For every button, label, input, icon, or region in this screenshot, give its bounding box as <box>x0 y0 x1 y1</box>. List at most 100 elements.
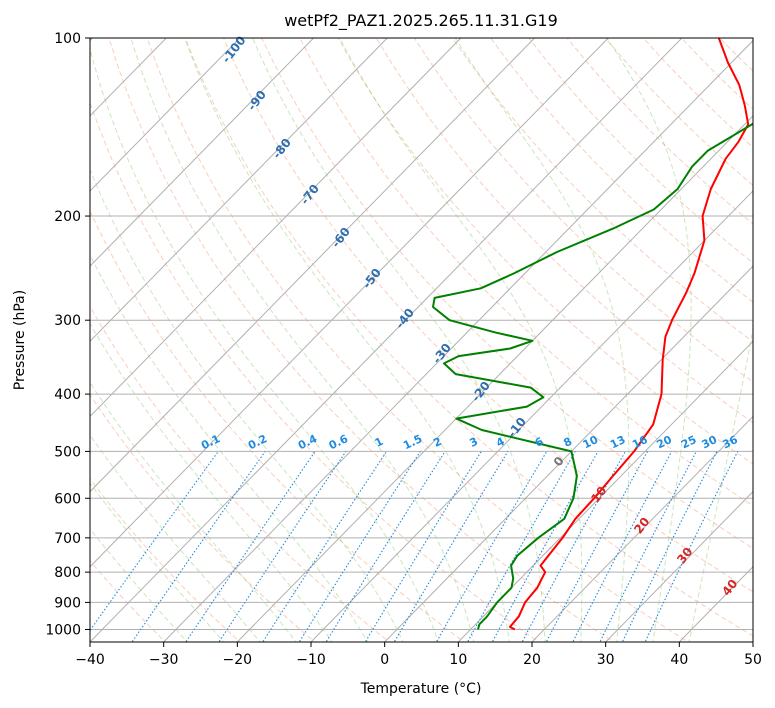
profiles <box>432 38 753 631</box>
y-tick-label: 400 <box>54 387 81 403</box>
isotherm-gridline <box>752 641 753 642</box>
y-axis-label: Pressure (hPa) <box>12 290 28 390</box>
mixing-ratio-label: 6 <box>533 435 546 450</box>
isotherm-gridline <box>90 38 609 568</box>
isotherm-gridline <box>90 38 462 418</box>
mixing-ratio-line <box>325 451 446 642</box>
dry-adiabat <box>90 393 316 642</box>
mixing-ratio-label: 3 <box>467 435 480 450</box>
x-axis-ticks: −40 −30 −20 −10 0 10 20 30 40 50 <box>75 642 762 668</box>
mixing-ratio-line <box>621 451 718 642</box>
mixing-ratio-lines <box>90 451 739 642</box>
y-tick-label: 600 <box>54 491 81 507</box>
moist-adiabat <box>90 482 225 642</box>
mixing-ratio-line <box>262 451 388 642</box>
moist-adiabat <box>90 381 297 642</box>
mixing-ratio-line <box>572 451 673 642</box>
mixing-ratio-label: 0.4 <box>296 432 320 452</box>
mixing-ratio-line <box>364 451 482 642</box>
mixing-ratio-line <box>644 451 739 642</box>
dry-adiabat-label: 30 <box>674 545 695 567</box>
dry-adiabat <box>146 38 690 642</box>
dry-adiabat-label: -40 <box>393 306 417 332</box>
moist-adiabat <box>90 322 333 642</box>
mixing-ratio-label: 20 <box>654 433 674 452</box>
isotherm-gridline <box>162 39 753 642</box>
dry-adiabat-label: 20 <box>631 515 652 537</box>
dry-adiabat <box>758 38 775 644</box>
in-plot-labels: 0.1 0.2 0.4 0.6 1 1.5 2 3 4 6 8 10 13 16 20 25 30 36-100-… <box>199 33 740 598</box>
dry-adiabat <box>719 38 753 72</box>
x-tick-label: −10 <box>296 652 326 668</box>
y-tick-label: 1000 <box>45 622 81 638</box>
mixing-ratio-label: 0.6 <box>327 432 351 452</box>
y-tick-label: 500 <box>54 444 81 460</box>
moist-adiabat <box>688 325 753 642</box>
mixing-ratio-label: 13 <box>608 433 627 451</box>
isotherm-gridline <box>531 415 753 642</box>
dry-adiabat <box>337 38 753 465</box>
dry-adiabat-label: 40 <box>719 577 740 599</box>
y-tick-label: 300 <box>54 313 81 329</box>
y-tick-label: 700 <box>54 531 81 547</box>
x-tick-label: −40 <box>75 652 105 668</box>
dry-adiabat <box>108 38 615 642</box>
x-tick-label: −30 <box>149 652 179 668</box>
isotherm-gridline <box>457 340 753 642</box>
isotherm-gridline <box>90 38 315 267</box>
x-tick-label: 20 <box>523 652 541 668</box>
dry-adiabat-label: -90 <box>245 88 269 114</box>
x-tick-label: 10 <box>449 652 467 668</box>
mixing-ratio-label: 1.5 <box>401 432 424 452</box>
x-tick-label: 30 <box>597 652 615 668</box>
dry-adiabat <box>642 38 753 148</box>
mixing-ratio-line <box>298 451 421 642</box>
mixing-ratio-label: 1 <box>373 435 386 450</box>
background-lines <box>90 38 775 644</box>
dry-adiabat <box>375 38 753 424</box>
mixing-ratio-line <box>185 451 316 642</box>
moist-adiabat <box>90 434 261 642</box>
mixing-ratio-line <box>435 451 548 642</box>
dry-adiabat-label: -80 <box>270 136 294 162</box>
moist-adiabat <box>90 528 188 642</box>
isotherm-gridline <box>383 265 753 642</box>
y-tick-label: 800 <box>54 565 81 581</box>
dry-adiabat <box>90 305 391 642</box>
dry-adiabat <box>452 38 753 343</box>
mixing-ratio-line <box>545 451 648 642</box>
moist-adiabat <box>90 47 440 642</box>
grid <box>90 38 753 642</box>
dewpoint-profile-line <box>432 122 753 630</box>
dry-adiabat <box>528 38 753 264</box>
dry-adiabat <box>681 38 753 110</box>
mixing-ratio-label: 10 <box>581 433 601 452</box>
mixing-ratio-label: 36 <box>720 433 740 452</box>
x-tick-label: 0 <box>380 652 389 668</box>
mixing-ratio-label: 4 <box>494 435 507 450</box>
plot-frame <box>89 37 754 643</box>
dry-adiabat <box>261 38 753 550</box>
isotherm-gridline <box>236 115 753 642</box>
isotherm-gridline <box>90 38 536 493</box>
mixing-ratio-label: 25 <box>679 433 698 451</box>
mixing-ratio-line <box>393 451 509 642</box>
temperature-profile-line <box>509 38 750 631</box>
x-axis-label: Temperature (°C) <box>360 681 482 697</box>
mixing-ratio-line <box>90 451 219 632</box>
mixing-ratio-label: 0.2 <box>246 432 269 452</box>
moist-adiabat <box>252 38 546 642</box>
y-axis-ticks: 100 200 300 400 500 600 700 800 900 1000 <box>45 31 90 638</box>
moist-adiabat <box>184 38 510 642</box>
y-tick-label: 900 <box>54 595 81 611</box>
moist-adiabat <box>90 253 369 642</box>
mixing-ratio-line <box>599 451 697 642</box>
mixing-ratio-line <box>466 451 576 642</box>
x-tick-label: −20 <box>223 652 253 668</box>
x-tick-label: 40 <box>670 652 688 668</box>
dry-adiabat-label: -70 <box>298 182 322 208</box>
dry-adiabat-label: -60 <box>329 225 353 251</box>
isotherm-gridline <box>90 38 683 642</box>
dry-adiabat <box>299 38 753 507</box>
